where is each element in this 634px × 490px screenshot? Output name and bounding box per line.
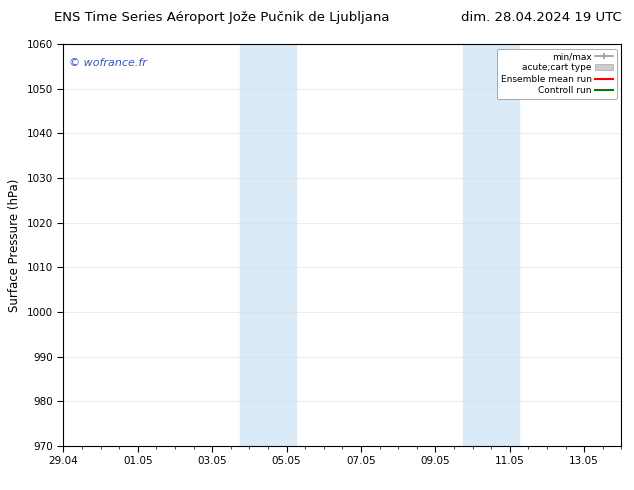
Y-axis label: Surface Pressure (hPa): Surface Pressure (hPa) — [8, 178, 21, 312]
Bar — [463, 44, 519, 446]
Legend: min/max, acute;cart type, Ensemble mean run, Controll run: min/max, acute;cart type, Ensemble mean … — [497, 49, 617, 98]
Bar — [240, 44, 296, 446]
Text: © wofrance.fr: © wofrance.fr — [69, 58, 147, 68]
Text: dim. 28.04.2024 19 UTC: dim. 28.04.2024 19 UTC — [460, 11, 621, 24]
Text: ENS Time Series Aéroport Jože Pučnik de Ljubljana: ENS Time Series Aéroport Jože Pučnik de … — [54, 11, 390, 24]
